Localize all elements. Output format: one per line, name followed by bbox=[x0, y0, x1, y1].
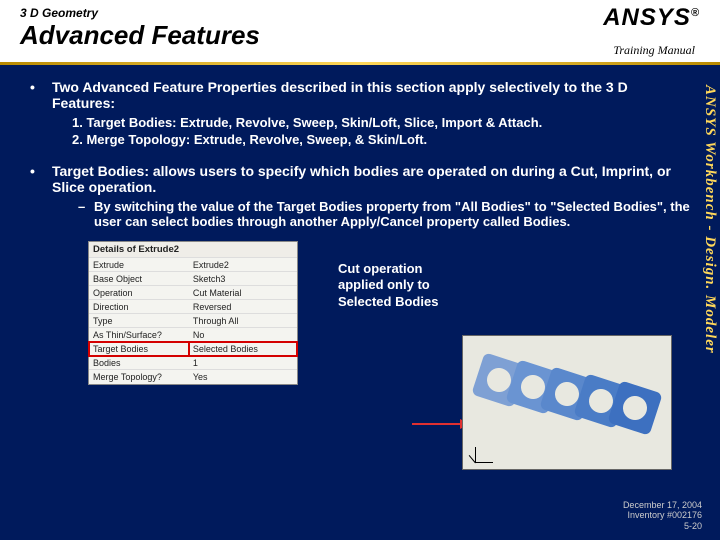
callout-text: Cut operation applied only to Selected B… bbox=[338, 261, 458, 385]
bullet-2-dash: – By switching the value of the Target B… bbox=[78, 199, 690, 229]
table-row: DirectionReversed bbox=[89, 300, 297, 314]
table-body: ExtrudeExtrude2 Base ObjectSketch3 Opera… bbox=[89, 257, 297, 384]
table-row: Bodies1 bbox=[89, 356, 297, 370]
header-title: Advanced Features bbox=[20, 20, 700, 51]
dash-mark: – bbox=[78, 199, 94, 229]
footer-inventory: Inventory #002176 bbox=[623, 510, 702, 521]
table-row: TypeThrough All bbox=[89, 314, 297, 328]
table-title: Details of Extrude2 bbox=[89, 242, 297, 257]
table-row: Merge Topology?Yes bbox=[89, 370, 297, 384]
bullet-2-dash-text: By switching the value of the Target Bod… bbox=[94, 199, 690, 229]
arrow-icon bbox=[412, 423, 462, 425]
bullet-dot: • bbox=[30, 163, 52, 195]
footer: December 17, 2004 Inventory #002176 5-20 bbox=[623, 500, 702, 532]
bullet-1-subs: 1. Target Bodies: Extrude, Revolve, Swee… bbox=[72, 115, 690, 147]
footer-page: 5-20 bbox=[623, 521, 702, 532]
bullet-2-text: Target Bodies: allows users to specify w… bbox=[52, 163, 690, 195]
illustration bbox=[462, 335, 672, 470]
logo-mark: ® bbox=[691, 7, 700, 19]
details-table: Details of Extrude2 ExtrudeExtrude2 Base… bbox=[88, 241, 298, 385]
table-row: Base ObjectSketch3 bbox=[89, 272, 297, 286]
bullet-1-text: Two Advanced Feature Properties describe… bbox=[52, 79, 690, 111]
bullet-1: • Two Advanced Feature Properties descri… bbox=[30, 79, 690, 111]
table-row: OperationCut Material bbox=[89, 286, 297, 300]
table-row-highlight: Target BodiesSelected Bodies bbox=[89, 342, 297, 356]
table-row: As Thin/Surface?No bbox=[89, 328, 297, 342]
footer-date: December 17, 2004 bbox=[623, 500, 702, 511]
bullet-2: • Target Bodies: allows users to specify… bbox=[30, 163, 690, 195]
side-vertical-text: ANSYS Workbench - Design. Modeler bbox=[694, 85, 718, 445]
header-tag: Training Manual bbox=[613, 43, 695, 58]
axes-icon bbox=[469, 441, 499, 465]
sub-item: 2. Merge Topology: Extrude, Revolve, Swe… bbox=[72, 132, 690, 147]
logo-text: ANSYS bbox=[603, 4, 691, 31]
header: 3 D Geometry Advanced Features ANSYS® Tr… bbox=[0, 0, 720, 62]
header-subtitle: 3 D Geometry bbox=[20, 6, 700, 20]
table-row: ExtrudeExtrude2 bbox=[89, 258, 297, 272]
sub-item: 1. Target Bodies: Extrude, Revolve, Swee… bbox=[72, 115, 690, 130]
logo: ANSYS® bbox=[603, 4, 700, 32]
bullet-dot: • bbox=[30, 79, 52, 111]
